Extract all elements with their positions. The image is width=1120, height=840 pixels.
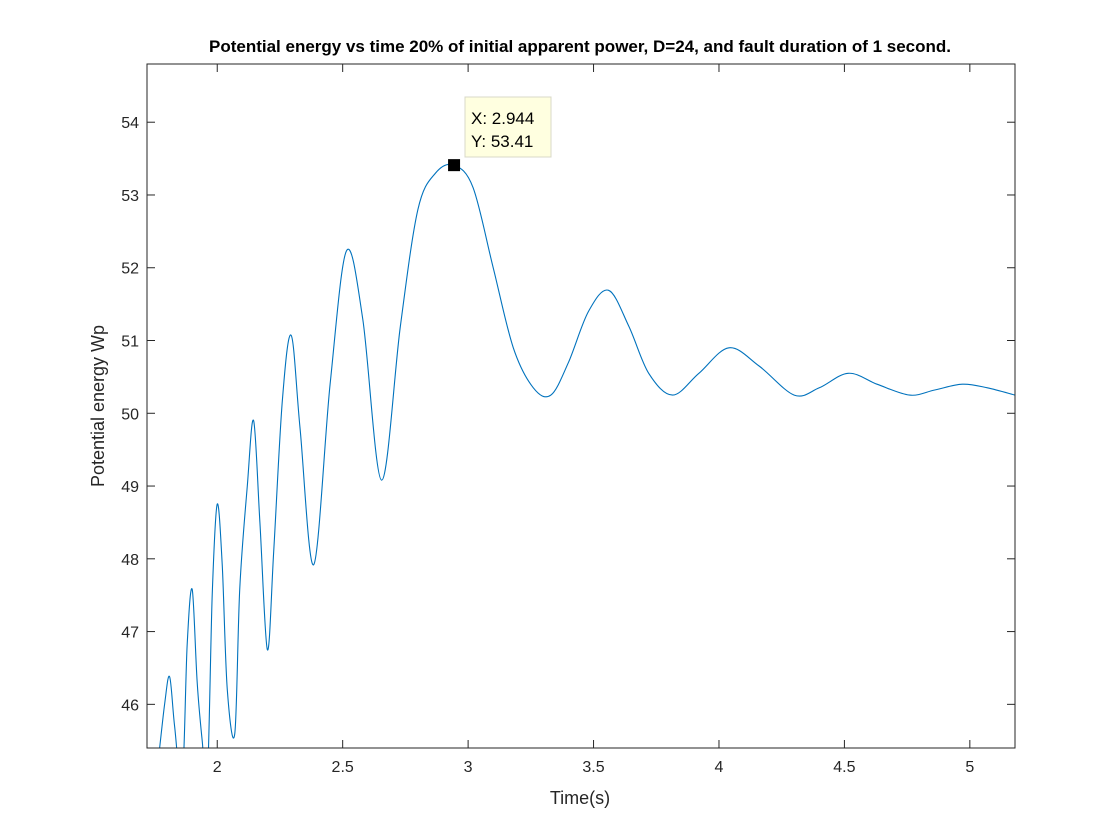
x-tick-label: 4 <box>715 759 724 776</box>
x-tick-label: 5 <box>965 759 974 776</box>
x-tick-label: 3 <box>464 759 473 776</box>
datatip-y-text: Y: 53.41 <box>471 132 533 151</box>
y-axis-label: Potential energy Wp <box>88 325 108 487</box>
datatip-box <box>464 96 552 158</box>
x-axis-label: Time(s) <box>550 788 610 808</box>
y-tick-label: 54 <box>121 115 139 132</box>
y-tick-label: 46 <box>121 697 139 714</box>
series-line <box>159 163 1015 748</box>
x-tick-label: 2 <box>213 759 222 776</box>
y-tick-label: 52 <box>121 261 139 278</box>
y-tick-label: 49 <box>121 479 139 496</box>
y-tick-label: 51 <box>121 334 139 351</box>
x-tick-label: 4.5 <box>833 759 855 776</box>
datatip[interactable]: X: 2.944 Y: 53.41 <box>448 96 552 172</box>
axes-box <box>146 63 1016 749</box>
y-tick-label: 48 <box>121 552 139 569</box>
y-tick-label: 47 <box>121 625 139 642</box>
datatip-marker[interactable] <box>448 159 461 172</box>
chart-title: Potential energy vs time 20% of initial … <box>209 37 951 56</box>
y-axis-ticks: 46 47 48 49 50 51 52 53 54 <box>121 115 1015 714</box>
y-tick-label: 53 <box>121 188 139 205</box>
x-axis-ticks: 2 2.5 3 3.5 4 4.5 5 <box>213 64 974 776</box>
y-tick-label: 50 <box>121 406 139 423</box>
x-tick-label: 2.5 <box>332 759 354 776</box>
x-tick-label: 3.5 <box>582 759 604 776</box>
plot-area: 2 2.5 3 3.5 4 4.5 5 46 47 48 49 50 51 52 53 54 <box>121 63 1016 776</box>
datatip-x-text: X: 2.944 <box>471 109 534 128</box>
